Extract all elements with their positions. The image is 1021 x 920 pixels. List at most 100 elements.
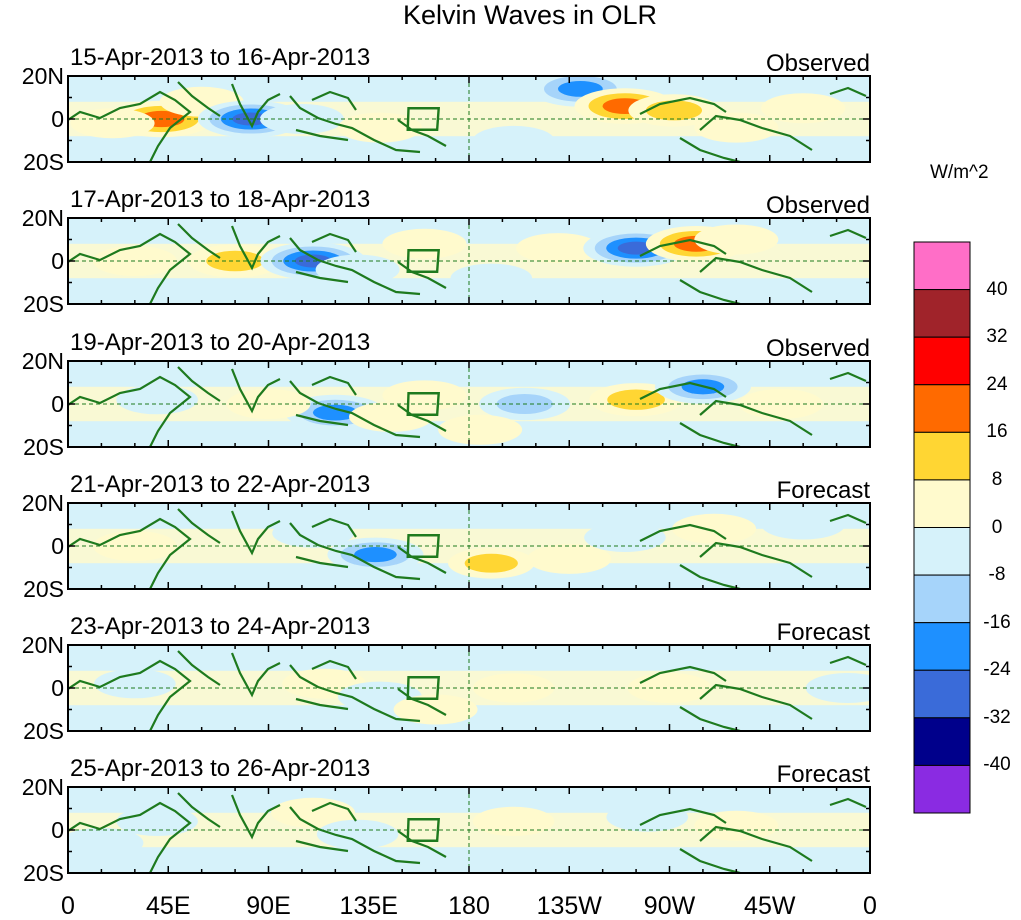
coastline	[699, 256, 813, 293]
coastline	[68, 232, 192, 304]
colorbar-level-label: -16	[983, 611, 1011, 633]
coastline	[295, 413, 349, 427]
anomaly-contour	[438, 414, 523, 445]
coastline	[68, 801, 192, 873]
region-box	[406, 107, 440, 131]
coastline	[679, 706, 741, 731]
colorbar-level-label: 16	[986, 421, 1008, 443]
y-tick-label: 20S	[23, 860, 64, 886]
coastline	[177, 81, 221, 117]
coastline	[295, 555, 349, 569]
colorbar-level-label: -8	[988, 564, 1006, 586]
coastline	[230, 652, 281, 698]
colorbar-level-label: -32	[983, 706, 1011, 728]
panel-date-label: 17-Apr-2013 to 18-Apr-2013	[70, 186, 371, 213]
coastline	[230, 225, 281, 271]
map-panel-1	[68, 76, 870, 162]
coastline	[177, 650, 221, 686]
panel-status-label: Observed	[765, 50, 870, 77]
coastline	[699, 541, 813, 578]
y-tick-label: 20S	[23, 718, 64, 744]
coastline	[68, 517, 192, 589]
panel-date-label: 21-Apr-2013 to 22-Apr-2013	[70, 471, 371, 498]
anomaly-contour	[584, 522, 666, 553]
coastline	[177, 792, 221, 828]
x-tick-label: 45W	[744, 892, 796, 920]
anomaly-contour	[382, 380, 467, 411]
coastline	[639, 238, 727, 257]
anomaly-contour	[645, 100, 703, 121]
coastline	[829, 228, 867, 240]
anomaly-contour	[450, 263, 533, 293]
anomaly-contour	[472, 806, 555, 837]
panel-date-label: 25-Apr-2013 to 26-Apr-2013	[70, 755, 371, 782]
anomaly-contour	[472, 673, 555, 703]
coastline	[230, 83, 281, 129]
colorbar-units: W/m^2	[930, 162, 989, 183]
x-tick-label: 45E	[146, 892, 191, 920]
coastline	[295, 128, 349, 142]
coastline	[639, 807, 727, 826]
coastline	[639, 96, 727, 115]
coastline	[829, 655, 867, 667]
x-tick-label: 135W	[536, 892, 602, 920]
y-tick-label: 20S	[23, 434, 64, 460]
coastline	[311, 232, 357, 253]
anomaly-contour	[226, 389, 311, 419]
coastline	[289, 237, 421, 296]
colorbar-level-label: 8	[991, 468, 1003, 490]
y-tick-label: 0	[51, 675, 64, 701]
coastline	[177, 366, 221, 402]
coastline	[679, 848, 741, 873]
region-box	[406, 676, 440, 700]
anomaly-contour	[68, 827, 144, 858]
map-panel-3	[68, 361, 870, 447]
anomaly-contour	[694, 112, 779, 143]
coastline	[230, 510, 281, 556]
colorbar-level-label: 40	[986, 278, 1008, 300]
coastline	[679, 564, 741, 589]
anomaly-contour	[354, 547, 397, 563]
coastline	[397, 261, 447, 289]
coastline	[289, 95, 421, 154]
anomaly-contour	[315, 254, 400, 285]
coastline	[289, 806, 421, 865]
colorbar-level-label: 32	[986, 326, 1008, 348]
region-box	[406, 249, 440, 273]
coastline	[699, 114, 813, 151]
y-tick-label: 0	[51, 817, 64, 843]
region-box	[406, 534, 440, 558]
anomaly-contour	[382, 228, 467, 259]
panel-date-label: 15-Apr-2013 to 16-Apr-2013	[70, 44, 371, 71]
colorbar-level-label: 24	[986, 373, 1008, 395]
map-panel-5	[68, 645, 870, 731]
coastline	[397, 404, 447, 432]
coastline	[68, 659, 192, 731]
y-tick-label: 20N	[21, 205, 64, 231]
panel-status-label: Observed	[765, 335, 870, 362]
anomaly-contour	[516, 233, 601, 264]
coastline	[829, 86, 867, 98]
y-tick-label: 0	[51, 533, 64, 559]
panel-status-label: Forecast	[776, 619, 870, 646]
colorbar-swatch	[913, 241, 971, 291]
anomaly-contour	[94, 669, 176, 699]
coastline	[230, 368, 281, 414]
colorbar-level-label: -24	[983, 659, 1011, 681]
colorbar-swatch	[913, 622, 971, 671]
anomaly-contour	[472, 125, 555, 156]
colorbar-swatch	[913, 574, 971, 624]
coastline	[679, 279, 741, 304]
panel-status-label: Forecast	[776, 761, 870, 788]
anomaly-contour	[206, 250, 264, 272]
anomaly-contour	[761, 93, 846, 124]
anomaly-contour	[316, 819, 399, 849]
coastline	[177, 223, 221, 259]
x-tick-label: 90W	[643, 892, 696, 920]
y-tick-label: 20S	[23, 576, 64, 602]
coastline	[397, 688, 447, 716]
anomaly-contour	[606, 802, 689, 832]
y-tick-label: 20N	[21, 774, 64, 800]
panel-status-label: Observed	[765, 192, 870, 219]
